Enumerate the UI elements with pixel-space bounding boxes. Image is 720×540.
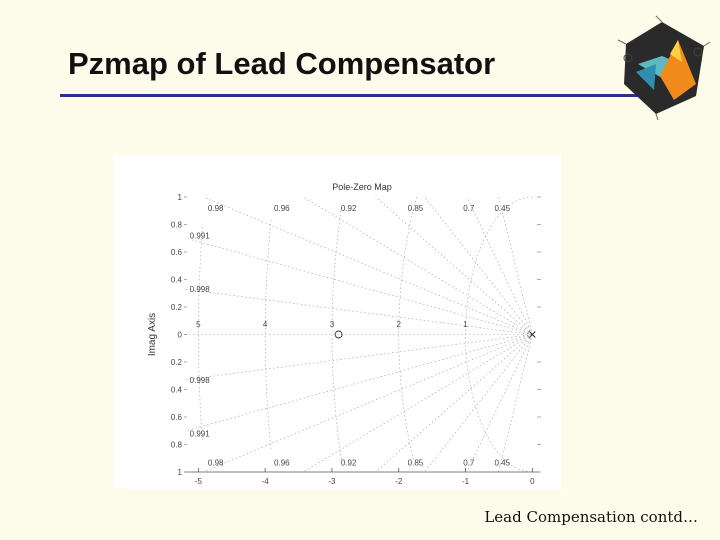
damping-ray [498, 196, 533, 335]
damping-label: 0.92 [341, 458, 357, 467]
damping-ray [184, 237, 533, 335]
frequency-label: 2 [397, 320, 402, 329]
x-tick-label: -3 [328, 477, 336, 486]
damping-label: 0.98 [208, 458, 224, 467]
y-tick-label: 0.8 [171, 441, 183, 450]
y-tick-label: 0.6 [171, 248, 183, 257]
damping-label: 0.7 [463, 458, 475, 467]
zero-marker [334, 330, 343, 339]
frequency-arc [398, 196, 417, 460]
damping-ray [375, 334, 533, 473]
damping-label: 0.991 [190, 232, 211, 241]
damping-ray [466, 334, 533, 473]
damping-label: 0.45 [494, 204, 510, 213]
damping-label: 0.96 [274, 458, 290, 467]
x-tick-label: -2 [395, 477, 403, 486]
pole-zero-map: Pole-Zero Map Imag Axis -5 -4 -3 -2 -1 0 1 0.8 0.6… [147, 182, 541, 486]
y-tick-label: 1 [178, 193, 183, 202]
y-tick-label: 0.2 [171, 303, 183, 312]
y-axis-label: Imag Axis [147, 313, 158, 356]
y-tick-label: 0.2 [171, 358, 183, 367]
y-tick-label: 0.6 [171, 413, 183, 422]
damping-ray [184, 334, 533, 381]
pole-marker [528, 331, 536, 338]
damping-ray [498, 334, 533, 473]
y-tick-label: 1 [178, 468, 183, 477]
damping-ray [303, 334, 533, 473]
footer-note: Lead Compensation contd… [484, 508, 698, 526]
frequency-label: 3 [330, 320, 335, 329]
damping-ray [424, 334, 533, 473]
damping-ray [203, 196, 533, 335]
damping-label: 0.92 [341, 204, 357, 213]
damping-label: 0.98 [208, 204, 224, 213]
damping-label: 0.85 [408, 458, 424, 467]
x-tick-label: -5 [195, 477, 203, 486]
frequency-label: 1 [463, 320, 468, 329]
frequency-label: 5 [196, 320, 201, 329]
damping-ray [184, 334, 533, 432]
damping-label: 0.96 [274, 204, 290, 213]
x-tick-label: -4 [262, 477, 270, 486]
x-tick-label: 0 [530, 477, 535, 486]
y-tick-label: 0 [178, 331, 183, 340]
y-tick-label: 0.4 [171, 386, 183, 395]
matlab-logo-icon [617, 15, 711, 121]
damping-label: 0.7 [463, 204, 475, 213]
frequency-label: 4 [263, 320, 268, 329]
plot-frame: Pole-Zero Map Imag Axis -5 -4 -3 -2 -1 0 1 0.8 0.6… [113, 155, 561, 489]
slide-title: Pzmap of Lead Compensator [68, 46, 496, 81]
damping-ray [466, 196, 533, 335]
x-tick-label: -1 [462, 477, 470, 486]
damping-ray [424, 196, 533, 335]
damping-ray [184, 288, 533, 335]
damping-label: 0.85 [408, 204, 424, 213]
damping-ray [375, 196, 533, 335]
title-underline [60, 94, 642, 97]
y-tick-label: 0.8 [171, 221, 183, 230]
damping-label: 0.998 [190, 285, 211, 294]
damping-label: 0.991 [190, 430, 211, 439]
damping-ray [303, 196, 533, 335]
damping-label: 0.45 [494, 458, 510, 467]
chart-title: Pole-Zero Map [332, 182, 392, 192]
damping-ray [203, 334, 533, 473]
y-tick-label: 0.4 [171, 276, 183, 285]
damping-label: 0.998 [190, 376, 211, 385]
